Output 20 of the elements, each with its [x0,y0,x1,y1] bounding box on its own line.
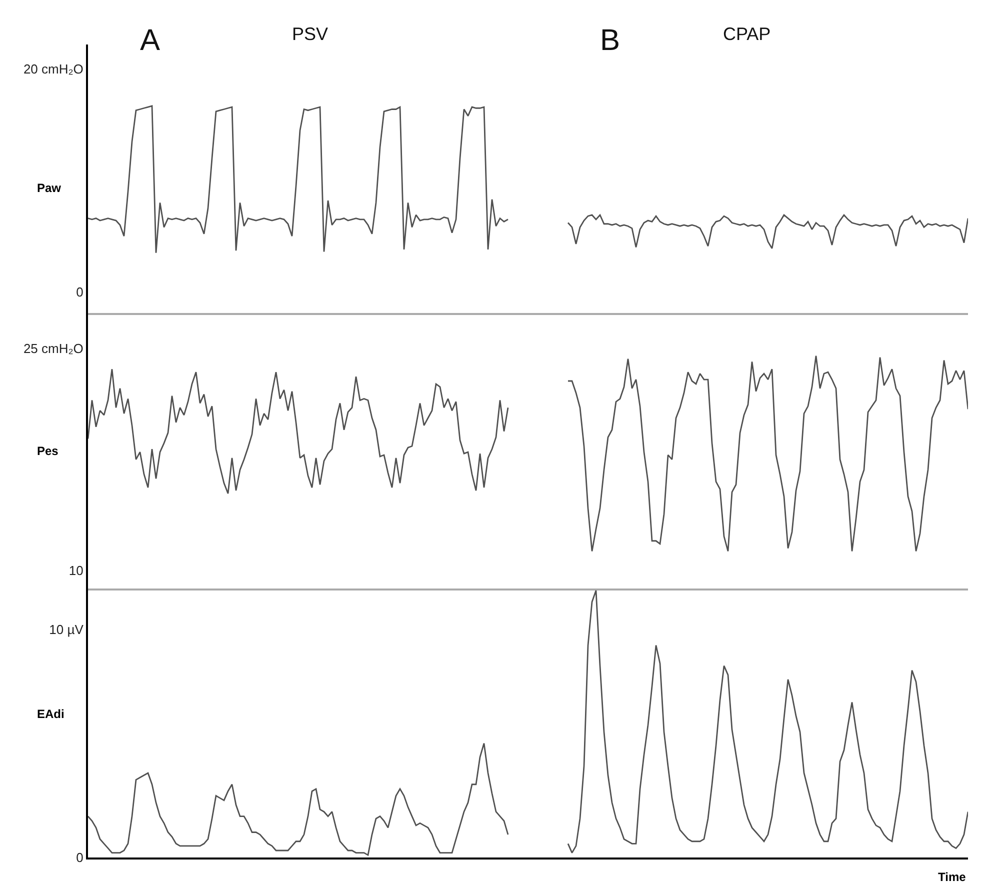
annotation: B [600,24,620,57]
y-axis-title: Paw [37,181,62,195]
y-axis-title: Pes [37,444,59,458]
y-tick-label: 10 [68,563,84,578]
text: PSV [292,24,328,44]
line-series [88,742,509,856]
annotation: A [140,24,160,57]
x-axis-title: Time [938,870,966,884]
y-tick-label: 0 [76,284,84,300]
line-series [567,355,968,552]
y-tick-label: 10 µV [49,622,84,637]
text: CPAP [723,24,771,44]
line-series [567,590,968,854]
y-tick-label: 0 [76,850,84,865]
y-tick-label: 20 cmH₂O [23,62,84,77]
y-tick-label: 25 cmH₂O [23,340,84,356]
y-axis-title: EAdi [37,707,64,721]
line-series [88,368,509,494]
line-series [567,214,968,250]
line-series [88,105,509,254]
